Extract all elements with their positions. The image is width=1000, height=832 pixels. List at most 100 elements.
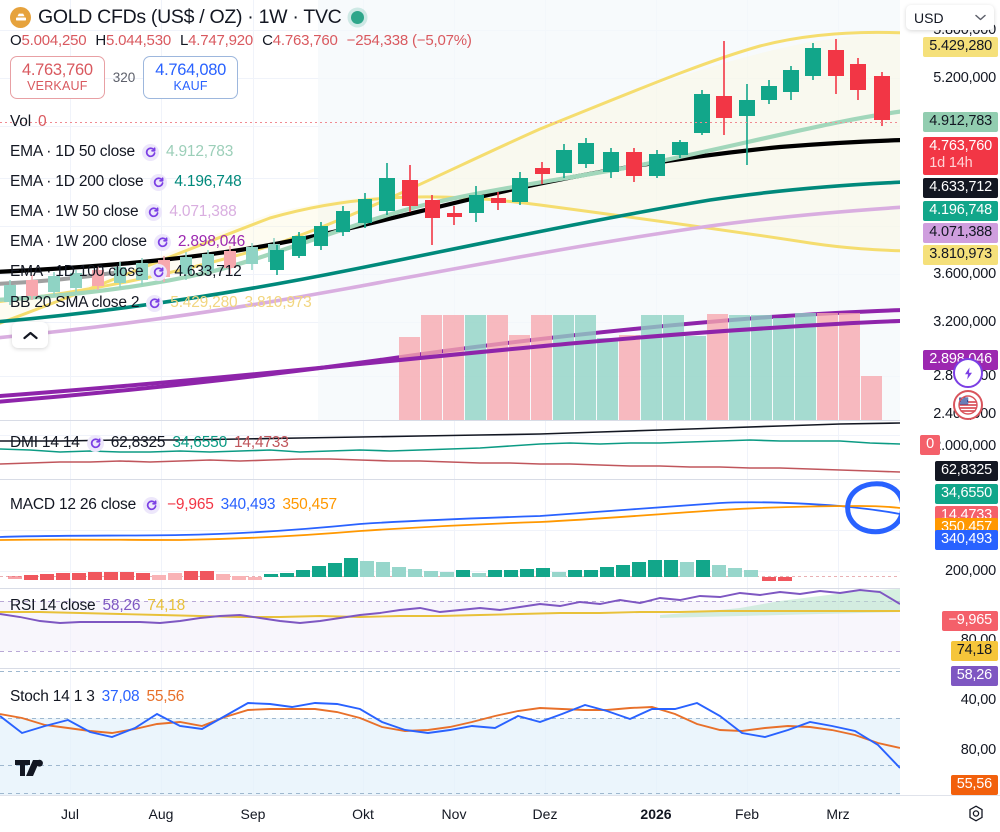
lightning-badge[interactable]: [953, 358, 983, 388]
legend-value: 4.633,712: [174, 263, 242, 280]
macd-series: [0, 501, 900, 581]
price-tick: 5.200,000: [933, 70, 996, 86]
settings-gear-icon[interactable]: [966, 804, 986, 824]
buy-price: 4.764,080: [155, 61, 226, 79]
refresh-icon[interactable]: [141, 143, 159, 161]
legend-value: 4.071,388: [169, 203, 237, 220]
legend-name: MACD 12 26 close: [10, 496, 137, 513]
price-badge-macd-hist: −9,965: [942, 611, 998, 631]
ohlc-close-value: 4.763,760: [272, 32, 338, 49]
time-tick: Jul: [61, 806, 79, 822]
legend-value-hist: −9,965: [167, 496, 214, 513]
legend-rsi[interactable]: RSI 14 close 58,26 74,18: [10, 597, 185, 615]
time-tick: Nov: [441, 806, 467, 822]
legend-value-pdi: 34,6550: [172, 434, 227, 451]
sell-button[interactable]: 4.763,760 VERKAUF: [10, 56, 105, 100]
legend-value-mdi: 14,4733: [234, 434, 289, 451]
refresh-icon[interactable]: [145, 203, 163, 221]
price-badge-macd: 340,493: [934, 530, 998, 550]
time-tick-year: 2026: [640, 806, 672, 822]
price-badge-volume: 0: [920, 435, 940, 455]
legend-ema-1d-50[interactable]: EMA · 1D 50 close 4.912,783: [10, 143, 233, 161]
refresh-icon[interactable]: [143, 496, 161, 514]
price-tick: 3.600,000: [933, 266, 996, 282]
price-tick: 200,000: [944, 563, 996, 579]
refresh-icon[interactable]: [146, 294, 164, 312]
ohlc-row: O 5.004,250 H 5.044,530 L 4.747,920 C 4.763,…: [10, 32, 472, 49]
price-badge-rsi-ma: 74,18: [950, 641, 998, 661]
legend-value-signal: 350,457: [282, 496, 337, 513]
price-tick: 80,00: [960, 742, 996, 758]
last-price: 4.763,760: [929, 138, 992, 154]
legend-bb-20-sma[interactable]: BB 20 SMA close 2 5.429,280 3.810,973: [10, 294, 312, 312]
spread-value: 320: [112, 70, 136, 86]
price-badge-ema-1d-200: 4.196,748: [923, 201, 998, 221]
sell-price: 4.763,760: [22, 61, 93, 79]
legend-stoch[interactable]: Stoch 14 1 3 37,08 55,56: [10, 688, 184, 706]
legend-name: EMA · 1D 200 close: [10, 173, 144, 190]
legend-name: EMA · 1W 200 close: [10, 233, 147, 250]
currency-select[interactable]: USD: [906, 5, 994, 30]
legend-ema-1w-50[interactable]: EMA · 1W 50 close 4.071,388: [10, 203, 237, 221]
ohlc-low-key: L: [179, 32, 189, 49]
buy-button[interactable]: 4.764,080 KAUF: [143, 56, 238, 100]
legend-value-adx: 62,8325: [110, 434, 166, 451]
legend-volume-value: 0: [37, 113, 47, 130]
legend-value-k: 37,08: [101, 688, 140, 705]
time-tick: Okt: [352, 806, 374, 822]
rsi-series: [0, 589, 900, 652]
time-axis[interactable]: Jul Aug Sep Okt Nov Dez 2026 Feb Mrz: [0, 795, 1000, 832]
legend-value: 2.898,046: [177, 233, 245, 250]
legend-ema-1d-200[interactable]: EMA · 1D 200 close 4.196,748: [10, 173, 242, 191]
tradingview-logo[interactable]: [14, 758, 54, 780]
time-tick: Dez: [532, 806, 558, 822]
legend-ema-1w-200[interactable]: EMA · 1W 200 close 2.898,046: [10, 233, 245, 251]
candlestick-series: [4, 39, 890, 305]
chevron-up-icon: [22, 331, 38, 339]
time-tick: Mrz: [826, 806, 850, 822]
price-badge-last: 4.763,760 1d 14h: [923, 137, 998, 175]
legend-macd[interactable]: MACD 12 26 close −9,965 340,493 350,457: [10, 496, 337, 514]
stoch-series: [0, 671, 900, 795]
ohlc-close-key: C: [262, 32, 273, 49]
legend-name: BB 20 SMA close 2: [10, 294, 140, 311]
collapse-pane-button[interactable]: [12, 322, 48, 348]
trade-buttons-row: 4.763,760 VERKAUF 320 4.764,080 KAUF: [10, 56, 472, 100]
price-badge-pdi: 34,6550: [934, 484, 998, 504]
time-tick: Aug: [148, 806, 174, 822]
price-badge-adx: 62,8325: [934, 461, 998, 481]
legend-value-d: 55,56: [146, 688, 185, 705]
price-tick: 2.000,000: [933, 438, 996, 454]
price-badge-ema-1d-100: 4.633,712: [923, 178, 998, 198]
us-flag-badge[interactable]: [953, 390, 983, 420]
legend-name: RSI 14 close: [10, 597, 96, 614]
legend-value-rsi: 58,26: [102, 597, 141, 614]
refresh-icon[interactable]: [150, 263, 168, 281]
sell-label: VERKAUF: [27, 78, 88, 93]
legend-value: 4.196,748: [174, 173, 242, 190]
ohlc-high-value: 5.044,530: [106, 32, 171, 49]
legend-volume[interactable]: Vol 0: [10, 113, 47, 131]
symbol-header-row[interactable]: GOLD CFDs (US$ / OZ) · 1W · TVC: [10, 4, 472, 30]
price-badge-bb-upper: 5.429,280: [923, 37, 998, 57]
legend-value-rsi-ma: 74,18: [147, 597, 186, 614]
ohlc-high-key: H: [95, 32, 107, 49]
refresh-icon[interactable]: [150, 173, 168, 191]
ohlc-open-key: O: [10, 32, 22, 49]
price-badge-ema-1w-50: 4.071,388: [923, 223, 998, 243]
us-flag-icon: [958, 395, 978, 415]
legend-value-upper: 5.429,280: [170, 294, 238, 311]
volume-series: [399, 313, 882, 420]
macd-histogram: [8, 558, 792, 581]
refresh-icon[interactable]: [86, 434, 104, 452]
refresh-icon[interactable]: [153, 233, 171, 251]
price-scale[interactable]: 5.800,000 5.200,000 3.600,000 3.200,000 …: [900, 0, 1000, 832]
legend-ema-1d-100[interactable]: EMA · 1D 100 close 4.633,712: [10, 263, 242, 281]
time-tick: Feb: [734, 806, 760, 822]
legend-value-macd: 340,493: [220, 496, 276, 513]
price-change: −254,338 (−5,07%): [346, 32, 472, 49]
legend-name: Stoch 14 1 3: [10, 688, 95, 705]
legend-dmi[interactable]: DMI 14 14 62,8325 34,6550 14,4733: [10, 434, 289, 452]
